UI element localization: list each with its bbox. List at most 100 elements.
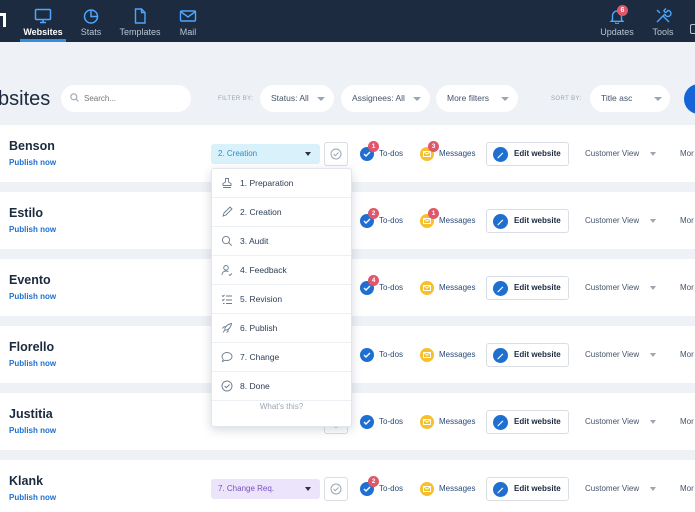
- nav-templates[interactable]: Templates: [118, 0, 162, 42]
- search-icon: [70, 93, 79, 102]
- stage-status-button[interactable]: [324, 477, 348, 501]
- stage-option-label: 8. Done: [240, 381, 270, 391]
- sort-select[interactable]: Title asc: [590, 85, 670, 112]
- edit-website-label: Edit website: [514, 350, 561, 359]
- messages-link[interactable]: Messages: [439, 484, 476, 493]
- edit-website-button[interactable]: Edit website: [486, 142, 569, 166]
- stage-status-button[interactable]: [324, 142, 348, 166]
- stage-label: 2. Creation: [218, 149, 258, 158]
- customer-view-select[interactable]: Customer View: [585, 417, 656, 426]
- todo-icon[interactable]: [360, 348, 374, 362]
- stage-option-feedback[interactable]: 4. Feedback: [212, 256, 351, 285]
- pencil-icon: [222, 206, 233, 217]
- messages-icon[interactable]: [420, 348, 434, 362]
- stage-option-creation[interactable]: 2. Creation: [212, 198, 351, 227]
- user-feedback-icon: [221, 265, 233, 276]
- nav-tools[interactable]: Tools: [648, 0, 678, 42]
- publish-now-link[interactable]: Publish now: [9, 493, 57, 502]
- add-website-button[interactable]: [684, 84, 695, 114]
- website-name[interactable]: Estilo: [9, 206, 44, 220]
- todos-link[interactable]: To-dos: [379, 417, 404, 426]
- todos-link[interactable]: To-dos: [379, 484, 404, 493]
- customer-view-select[interactable]: Customer View: [585, 149, 656, 158]
- website-name[interactable]: Evento: [9, 273, 51, 287]
- more-link[interactable]: Mor: [680, 417, 694, 426]
- todo-count-badge: 2: [368, 476, 379, 487]
- messages-icon[interactable]: [420, 415, 434, 429]
- more-link[interactable]: Mor: [680, 350, 694, 359]
- magnifier-icon: [221, 235, 233, 247]
- status-filter[interactable]: Status: All: [260, 85, 334, 112]
- more-link[interactable]: Mor: [680, 216, 694, 225]
- messages-link[interactable]: Messages: [439, 417, 476, 426]
- todo-icon[interactable]: [360, 415, 374, 429]
- edit-website-button[interactable]: Edit website: [486, 276, 569, 300]
- more-link[interactable]: Mor: [680, 484, 694, 493]
- logo[interactable]: [0, 13, 6, 27]
- todos-link[interactable]: To-dos: [379, 149, 404, 158]
- edit-website-button[interactable]: Edit website: [486, 343, 569, 367]
- nav-label: Stats: [80, 27, 102, 37]
- messages-link[interactable]: Messages: [439, 283, 476, 292]
- customer-view-select[interactable]: Customer View: [585, 484, 656, 493]
- nav-websites[interactable]: Websites: [20, 0, 66, 42]
- more-link[interactable]: Mor: [680, 149, 694, 158]
- messages-link[interactable]: Messages: [439, 216, 476, 225]
- nav-label: Mail: [179, 27, 197, 37]
- website-name[interactable]: Klank: [9, 474, 44, 488]
- more-filters[interactable]: More filters: [436, 85, 518, 112]
- stage-option-revision[interactable]: 5. Revision: [212, 285, 351, 314]
- search-box[interactable]: [61, 85, 191, 112]
- todos-link[interactable]: To-dos: [379, 350, 404, 359]
- checkmark-icon: [363, 419, 371, 425]
- nav-mail[interactable]: Mail: [172, 0, 204, 42]
- publish-now-link[interactable]: Publish now: [9, 225, 57, 234]
- stage-select[interactable]: 2. Creation: [211, 144, 320, 164]
- publish-now-link[interactable]: Publish now: [9, 292, 57, 301]
- checkmark-icon: [363, 285, 371, 291]
- website-name[interactable]: Florello: [9, 340, 55, 354]
- todos-link[interactable]: To-dos: [379, 216, 404, 225]
- sort-by-label: SORT BY:: [551, 96, 582, 102]
- stage-option-done[interactable]: 8. Done: [212, 372, 351, 401]
- messages-icon[interactable]: [420, 482, 434, 496]
- more-link[interactable]: Mor: [680, 283, 694, 292]
- publish-now-link[interactable]: Publish now: [9, 158, 57, 167]
- checkmark-icon: [363, 352, 371, 358]
- assignees-filter[interactable]: Assignees: All: [341, 85, 430, 112]
- messages-link[interactable]: Messages: [439, 350, 476, 359]
- website-row-klank: Klank Publish now 7. Change Req. 2 To-do…: [0, 460, 695, 512]
- edit-website-button[interactable]: Edit website: [486, 209, 569, 233]
- pencil-icon: [493, 281, 508, 296]
- edit-website-button[interactable]: Edit website: [486, 477, 569, 501]
- website-name[interactable]: Benson: [9, 139, 55, 153]
- customer-view-select[interactable]: Customer View: [585, 350, 656, 359]
- profile-icon[interactable]: [690, 24, 695, 34]
- customer-view-select[interactable]: Customer View: [585, 283, 656, 292]
- stage-select[interactable]: 7. Change Req.: [211, 479, 320, 499]
- todo-count-badge: 4: [368, 275, 379, 286]
- customer-view-select[interactable]: Customer View: [585, 216, 656, 225]
- publish-now-link[interactable]: Publish now: [9, 359, 57, 368]
- todos-link[interactable]: To-dos: [379, 283, 404, 292]
- stamp-icon: [222, 178, 232, 188]
- nav-stats[interactable]: Stats: [74, 0, 108, 42]
- checkmark-icon: [363, 486, 371, 492]
- nav-updates[interactable]: Updates 6: [598, 0, 636, 42]
- publish-now-link[interactable]: Publish now: [9, 426, 57, 435]
- stage-option-change[interactable]: 7. Change: [212, 343, 351, 372]
- stage-option-audit[interactable]: 3. Audit: [212, 227, 351, 256]
- stage-option-label: 2. Creation: [240, 207, 282, 217]
- stage-option-publish[interactable]: 6. Publish: [212, 314, 351, 343]
- messages-icon[interactable]: [420, 281, 434, 295]
- edit-website-label: Edit website: [514, 417, 561, 426]
- edit-website-button[interactable]: Edit website: [486, 410, 569, 434]
- tools-icon: [656, 8, 672, 23]
- messages-link[interactable]: Messages: [439, 149, 476, 158]
- stage-option-preparation[interactable]: 1. Preparation: [212, 169, 351, 198]
- whats-this-link[interactable]: What's this?: [259, 402, 304, 411]
- website-name[interactable]: Justitia: [9, 407, 53, 421]
- pencil-icon: [493, 147, 508, 162]
- edit-website-label: Edit website: [514, 484, 561, 493]
- search-input[interactable]: [84, 91, 184, 106]
